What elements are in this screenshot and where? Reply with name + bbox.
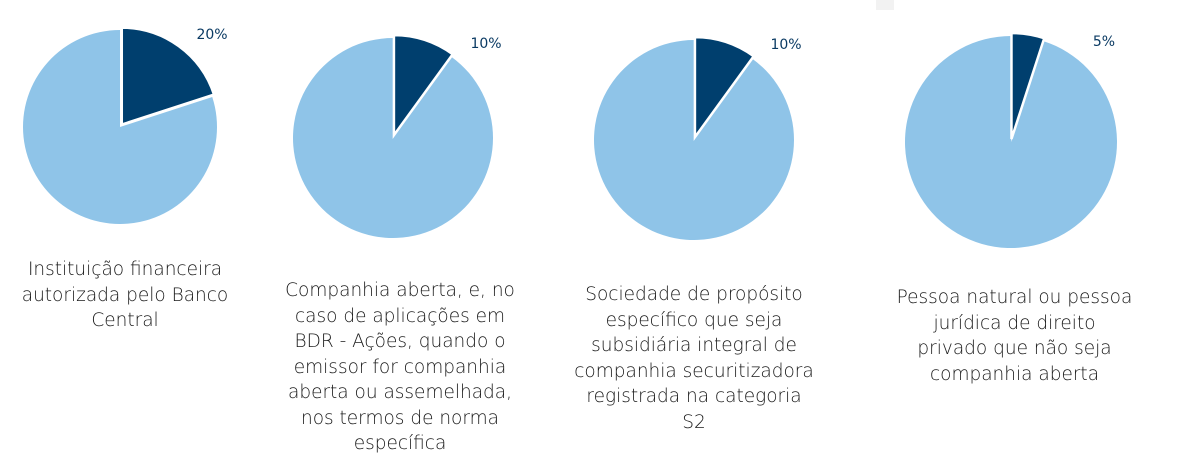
- pie-1-highlight-slice: [120, 26, 216, 127]
- caption-pie-1: Instituição financeira autorizada pelo B…: [21, 259, 229, 331]
- caption-pie-3: Sociedade de propósito específico que se…: [574, 284, 814, 433]
- pie-3-highlight-slice: [693, 35, 756, 141]
- pie-1-percent-label: 20%: [196, 27, 227, 43]
- pie-4-remainder-slice: [905, 36, 1118, 249]
- pie-2-highlight-slice: [392, 33, 455, 139]
- pie-1-remainder-slice: [23, 30, 218, 225]
- pie-3-percent-label: 10%: [770, 37, 801, 53]
- pie-2-percent-label: 10%: [470, 36, 501, 52]
- pie-4: [905, 31, 1118, 249]
- pie-3: [593, 35, 794, 241]
- pie-2: [292, 33, 493, 239]
- pie-1: [23, 26, 218, 225]
- pie-4-highlight-slice: [1010, 31, 1046, 140]
- corner-mark: [876, 0, 894, 10]
- pie-4-percent-label: 5%: [1093, 34, 1115, 50]
- caption-pie-2: Companhia aberta, e, no caso de aplicaçõ…: [285, 280, 515, 454]
- caption-pie-4: Pessoa natural ou pessoa jurídica de dir…: [896, 287, 1133, 385]
